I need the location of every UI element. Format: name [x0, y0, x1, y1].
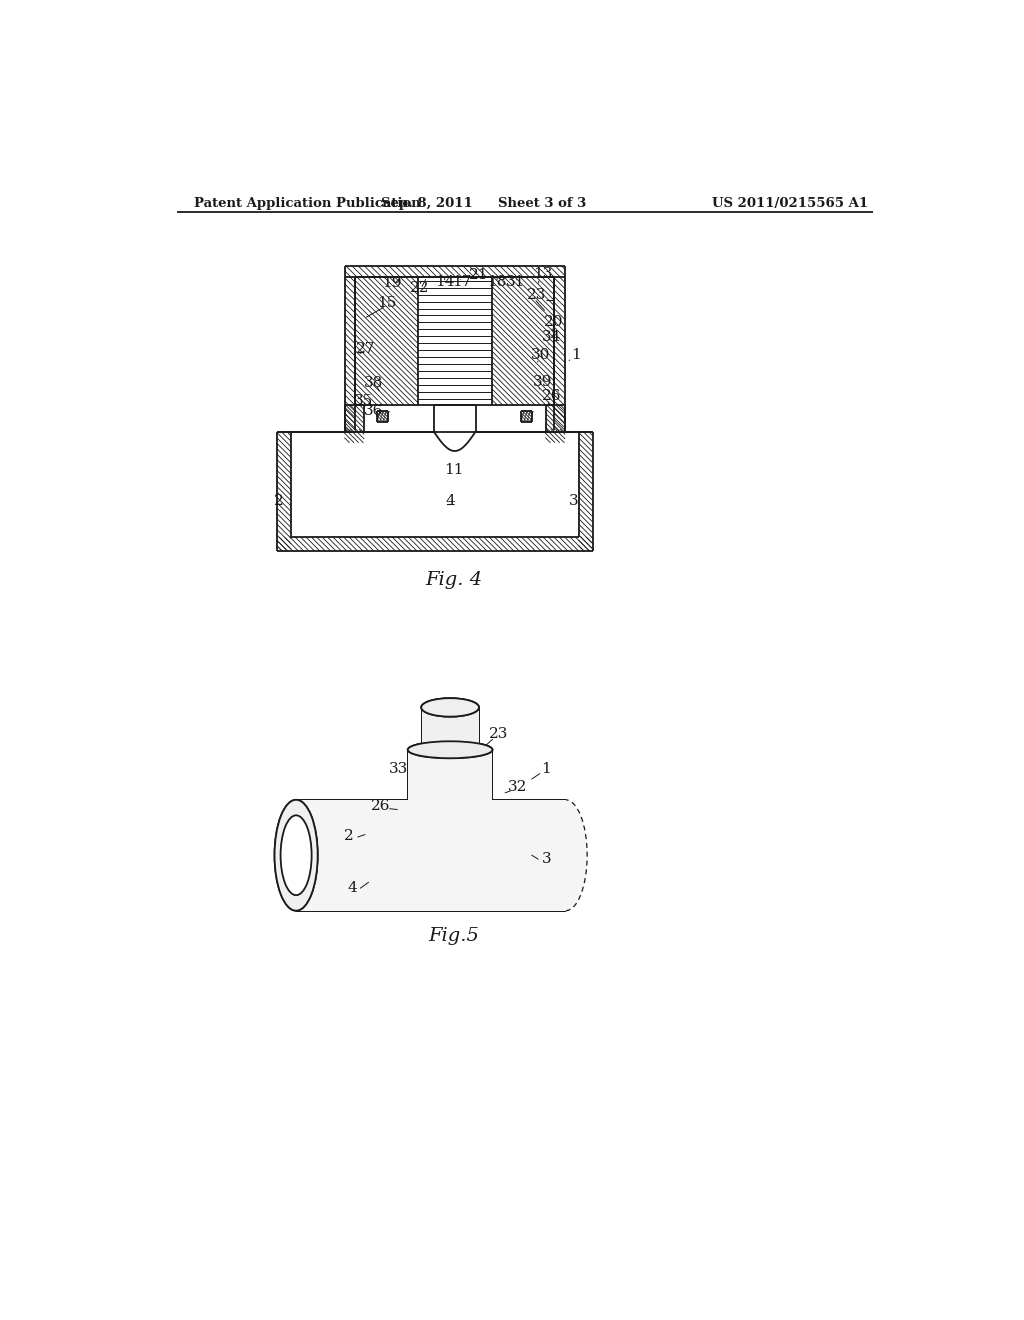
Text: 1: 1 — [570, 347, 581, 362]
Text: 27: 27 — [355, 342, 375, 356]
Text: 13: 13 — [532, 267, 552, 281]
Text: 18: 18 — [487, 275, 507, 289]
Text: 39: 39 — [532, 375, 552, 388]
Text: 1: 1 — [542, 762, 551, 776]
Text: 21: 21 — [469, 268, 488, 282]
Bar — [422, 708, 479, 746]
Text: 15: 15 — [377, 296, 396, 310]
Text: 2: 2 — [344, 829, 354, 843]
Text: 31: 31 — [506, 275, 525, 289]
Ellipse shape — [274, 800, 317, 911]
Text: 3: 3 — [568, 494, 579, 508]
Ellipse shape — [274, 800, 317, 911]
Text: 23: 23 — [488, 727, 508, 742]
Text: Sheet 3 of 3: Sheet 3 of 3 — [499, 197, 587, 210]
Bar — [296, 800, 565, 911]
Text: 11: 11 — [444, 463, 464, 478]
Text: 4: 4 — [445, 494, 455, 508]
Text: 36: 36 — [364, 404, 383, 418]
Ellipse shape — [408, 742, 493, 758]
Bar — [408, 750, 493, 800]
Text: 14: 14 — [435, 275, 455, 289]
Text: 34: 34 — [542, 330, 561, 345]
Text: 26: 26 — [542, 388, 561, 403]
Text: 30: 30 — [531, 347, 551, 362]
Text: 3: 3 — [542, 853, 551, 866]
Ellipse shape — [421, 698, 479, 717]
Text: 33: 33 — [389, 762, 409, 776]
Ellipse shape — [421, 737, 479, 755]
Text: 20: 20 — [545, 314, 564, 329]
Text: 23: 23 — [527, 289, 547, 302]
Text: 17: 17 — [452, 275, 471, 289]
Ellipse shape — [544, 800, 587, 911]
Ellipse shape — [408, 742, 493, 758]
Text: US 2011/0215565 A1: US 2011/0215565 A1 — [712, 197, 868, 210]
Text: 26: 26 — [371, 799, 390, 813]
Text: 38: 38 — [364, 376, 383, 391]
Text: Fig. 4: Fig. 4 — [425, 572, 482, 589]
Text: Fig.5: Fig.5 — [428, 927, 479, 945]
Ellipse shape — [281, 816, 311, 895]
Text: Sep. 8, 2011: Sep. 8, 2011 — [381, 197, 473, 210]
Text: 35: 35 — [353, 393, 373, 408]
Text: 4: 4 — [347, 882, 357, 895]
Text: 22: 22 — [411, 281, 430, 294]
Text: 19: 19 — [383, 276, 402, 290]
Text: 32: 32 — [508, 780, 526, 795]
Ellipse shape — [421, 698, 479, 717]
Text: 2: 2 — [273, 494, 284, 508]
Text: Patent Application Publication: Patent Application Publication — [194, 197, 421, 210]
Ellipse shape — [281, 816, 311, 895]
